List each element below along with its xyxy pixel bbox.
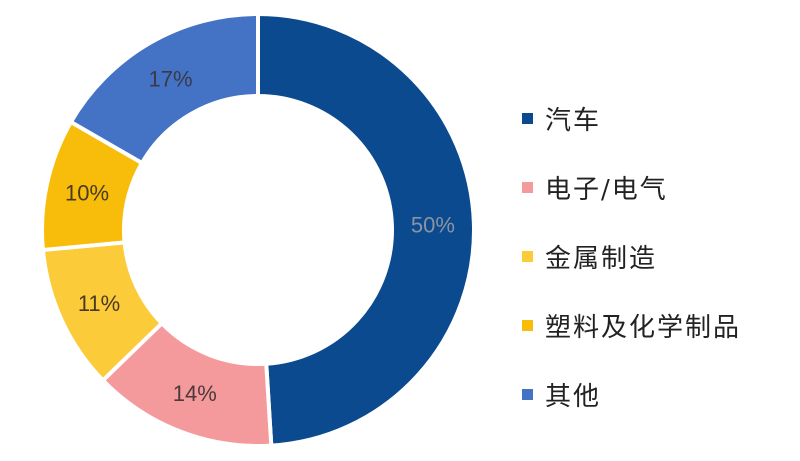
- legend: 汽车 电子/电气 金属制造 塑料及化学制品 其他: [522, 84, 741, 429]
- data-label: 10%: [65, 181, 109, 206]
- legend-label: 塑料及化学制品: [545, 313, 742, 343]
- legend-item: 电子/电气: [522, 153, 741, 222]
- legend-item: 其他: [522, 360, 741, 429]
- legend-label: 电子/电气: [545, 175, 668, 205]
- legend-item: 汽车: [522, 84, 741, 153]
- data-label: 50%: [411, 213, 455, 238]
- data-label: 14%: [173, 381, 217, 406]
- legend-label: 汽车: [545, 106, 602, 136]
- legend-swatch: [522, 389, 533, 400]
- legend-swatch: [522, 251, 533, 262]
- legend-swatch: [522, 113, 533, 124]
- legend-item: 金属制造: [522, 222, 741, 291]
- legend-label: 其他: [545, 382, 602, 412]
- legend-label: 金属制造: [545, 244, 658, 274]
- legend-swatch: [522, 182, 533, 193]
- legend-swatch: [522, 320, 533, 331]
- donut-slice: [68, 11, 260, 166]
- data-label: 17%: [148, 66, 192, 91]
- donut-chart: 50% 14% 11% 10% 17%: [42, 11, 476, 448]
- data-label: 11%: [78, 291, 120, 316]
- donut-slice: [256, 11, 476, 448]
- legend-item: 塑料及化学制品: [522, 291, 741, 360]
